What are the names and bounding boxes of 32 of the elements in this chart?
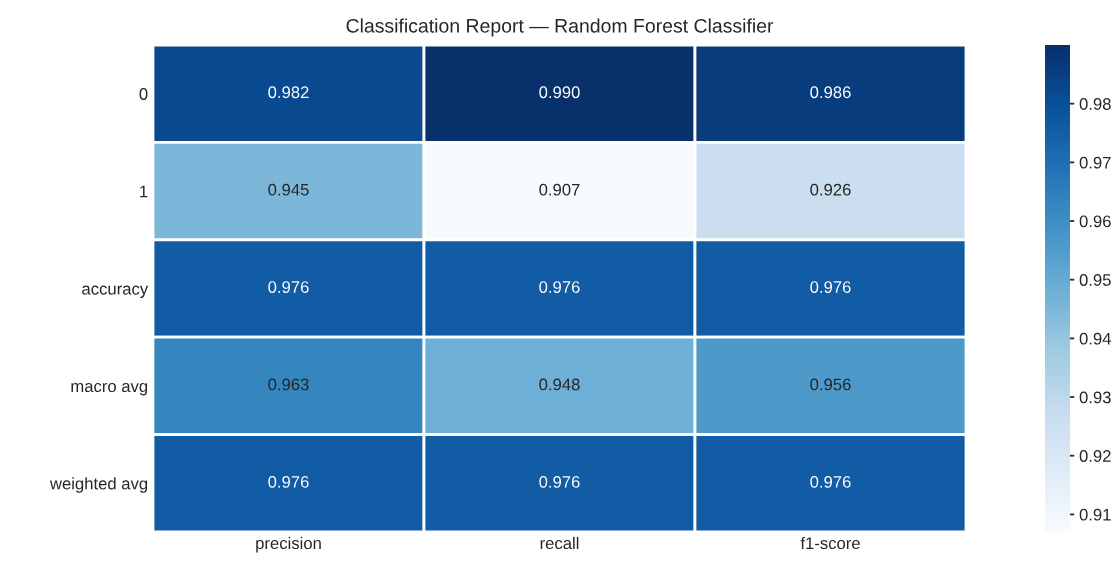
x-tick-label: f1-score (800, 536, 860, 550)
color-bar-label: 0.94 (1079, 332, 1111, 345)
data-label: 0.907 (539, 183, 580, 196)
color-bar-label: 0.92 (1079, 450, 1111, 462)
data-label: 0.948 (539, 378, 580, 391)
color-bar-label: 0.98 (1079, 98, 1111, 110)
x-tick-label: precision (256, 536, 321, 553)
data-label: 0.976 (268, 475, 309, 488)
data-label: 0.976 (810, 475, 851, 488)
data-label: 0.926 (810, 183, 851, 196)
chart-title: Classification Report — Random Forest Classifier (346, 18, 774, 37)
y-tick-label: weighted avg (49, 477, 148, 493)
color-bar-label: 0.91 (1079, 508, 1111, 521)
data-label: 0.990 (539, 86, 580, 99)
color-bar-label: 0.95 (1079, 274, 1111, 286)
data-label: 0.982 (268, 86, 309, 99)
data-label: 0.956 (810, 378, 851, 391)
data-label: 0.945 (268, 183, 309, 196)
y-tick-label: accuracy (82, 285, 149, 298)
data-label: 0.976 (268, 281, 309, 293)
y-tick-label: 1 (140, 185, 148, 198)
y-tick-label: 0 (139, 88, 148, 100)
data-label: 0.963 (268, 378, 309, 391)
color-bar-label: 0.97 (1079, 156, 1111, 169)
y-tick-label: macro avg (71, 382, 148, 396)
x-tick-label: recall (540, 536, 579, 550)
data-label: 0.976 (810, 281, 851, 293)
color-bar-label: 0.96 (1079, 215, 1111, 228)
data-label: 0.976 (539, 281, 580, 293)
data-label: 0.986 (810, 86, 851, 99)
data-label: 0.976 (539, 475, 580, 488)
color-bar-label: 0.93 (1079, 391, 1111, 404)
